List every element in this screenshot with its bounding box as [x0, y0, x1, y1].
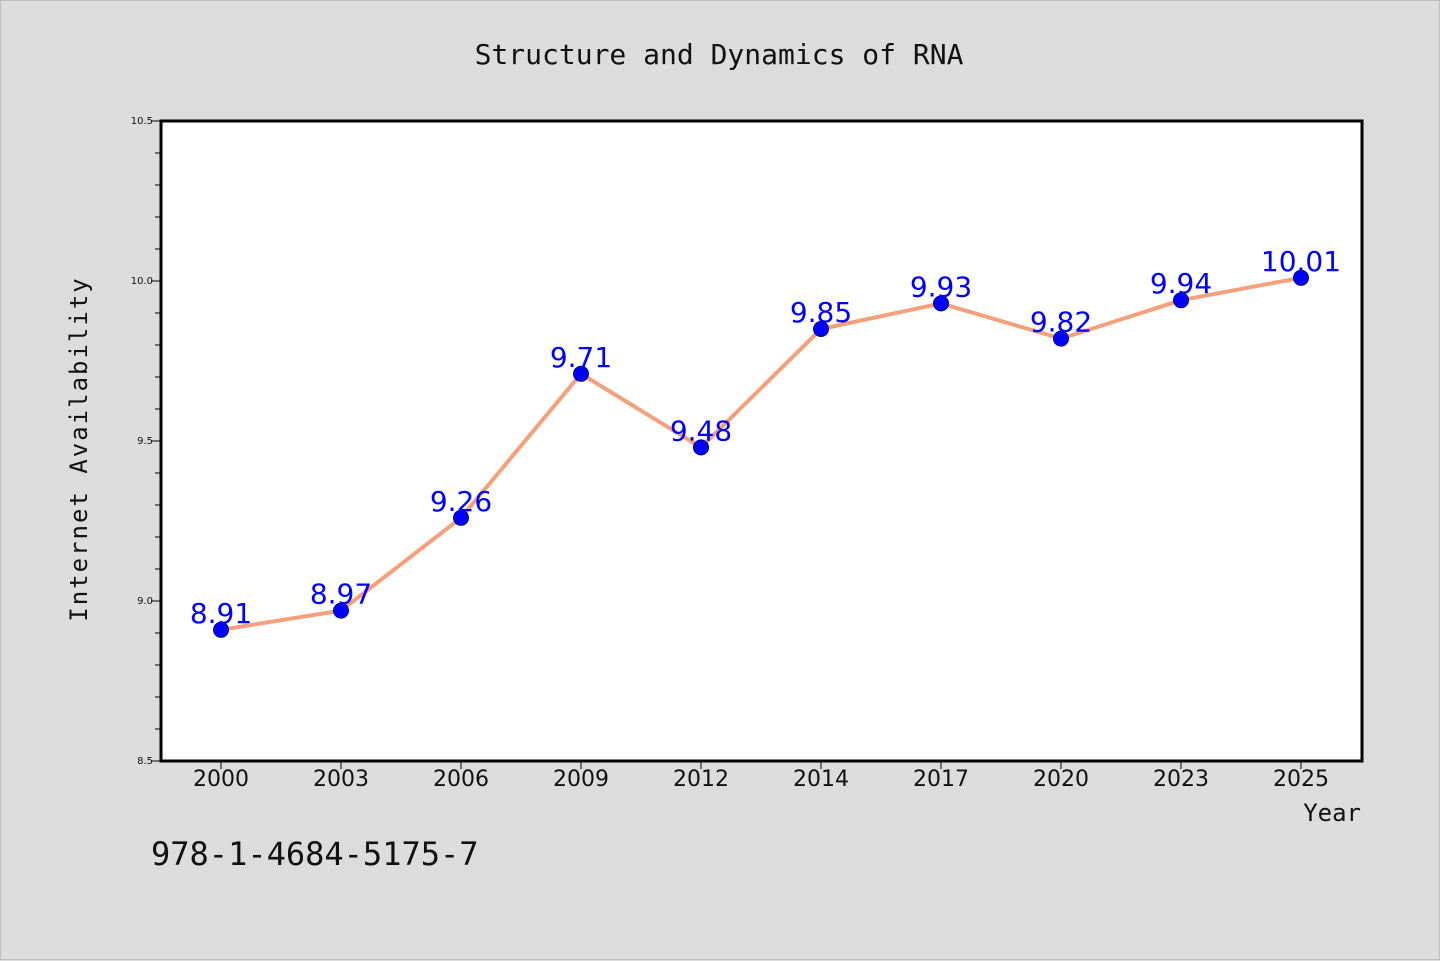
data-label: 9.71	[550, 341, 612, 374]
x-axis-label: Year	[1303, 799, 1361, 827]
x-tick-label: 2014	[793, 767, 849, 792]
x-tick-label: 2020	[1033, 767, 1089, 792]
series-line-group: 8.91 8.97 9.26 9.71 9.48 9.85 9.93 9.82 9.94 10.0…	[190, 245, 1341, 638]
y-tick-label: 10.5	[131, 116, 153, 127]
isbn-annotation: 978-1-4684-5175-7	[151, 835, 479, 873]
data-label: 8.97	[310, 578, 372, 611]
x-tick-label: 2017	[913, 767, 969, 792]
data-point	[813, 321, 829, 337]
data-point	[453, 509, 469, 526]
data-label: 9.85	[790, 296, 852, 329]
x-tick-label: 2006	[433, 767, 489, 792]
data-label: 9.82	[1030, 306, 1092, 339]
chart-title: Structure and Dynamics of RNA	[475, 38, 964, 71]
data-label: 9.26	[430, 485, 492, 518]
data-point	[1053, 330, 1069, 347]
x-tick-label: 2023	[1153, 767, 1209, 792]
x-tick-label: 2009	[553, 767, 609, 792]
data-label: 9.94	[1150, 267, 1212, 300]
y-tick-label: 10.0	[131, 276, 153, 287]
data-label: 9.48	[670, 414, 732, 447]
data-point	[213, 621, 229, 638]
y-tick-label: 8.5	[137, 756, 153, 767]
x-tick-label: 2003	[313, 767, 369, 792]
y-tick-label: 9.0	[137, 596, 153, 607]
x-axis: 2000 2003 2006 2009 2012 2014 2017 2020 2023 2025	[193, 761, 1329, 792]
data-label: 10.01	[1261, 245, 1341, 278]
data-point	[1173, 292, 1189, 309]
x-tick-label: 2000	[193, 767, 249, 792]
data-point	[573, 365, 589, 382]
x-tick-label: 2025	[1273, 767, 1329, 792]
y-axis-label: Internet Availability	[65, 276, 93, 621]
y-axis: 8.5 9.0 9.5 10.0 10.5	[131, 116, 161, 767]
series-line	[220, 275, 1302, 632]
data-point	[333, 602, 349, 619]
data-label: 9.93	[910, 270, 972, 303]
data-label: 8.91	[190, 597, 252, 630]
x-tick-label: 2012	[673, 767, 729, 792]
data-point	[1293, 269, 1309, 286]
plot-area	[159, 119, 1364, 763]
y-tick-label: 9.5	[137, 436, 153, 447]
data-point	[933, 295, 949, 312]
data-point	[693, 439, 709, 456]
